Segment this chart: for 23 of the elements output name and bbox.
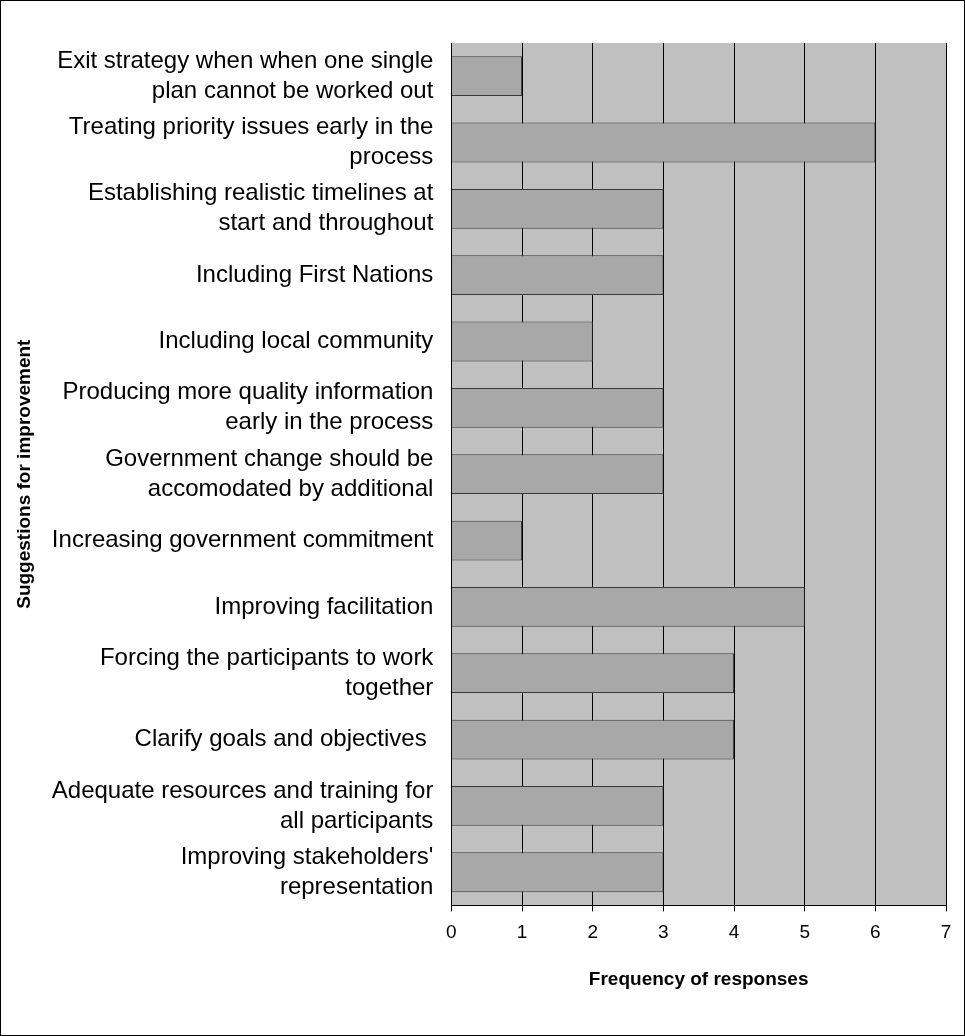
y-tick-label: Clarify goals and objectives [134,724,434,752]
y-tick-label: Exit strategy when when one single plan cannot be worked out [57,45,434,103]
y-tick-label: Including local community [158,326,434,354]
y-tick-label: Including First Nations [195,259,434,287]
x-tick-label: 6 [870,921,881,943]
y-tick-label: Treating priority issues early in the process [68,112,434,170]
x-tick-label: 5 [799,921,810,943]
y-tick-label: Establishing realistic timelines at start and throughout [87,178,434,236]
y-tick-label: Forcing the participants to work together [99,642,435,700]
x-tick-label: 4 [728,921,740,943]
y-tick-label: Adequate resources and training for all participants [51,775,434,833]
y-tick-label: Producing more quality information early in the process [62,377,434,435]
x-tick-label: 0 [446,921,457,943]
x-tick-label: 3 [658,921,669,943]
x-tick-label: 1 [516,921,528,943]
x-tick-label: 2 [587,921,598,943]
x-tick-label: 7 [940,921,952,943]
y-tick-label: Increasing government commitment [51,525,434,553]
y-tick-label: Improving facilitation [214,591,434,619]
y-axis-title: Suggestions for improvement [12,338,34,609]
y-tick-label: Improving stakeholders' representation [180,841,434,899]
y-tick-label: Government change should be accomodated by additional [105,443,434,501]
x-axis-title: Frequency of responses [588,967,809,989]
